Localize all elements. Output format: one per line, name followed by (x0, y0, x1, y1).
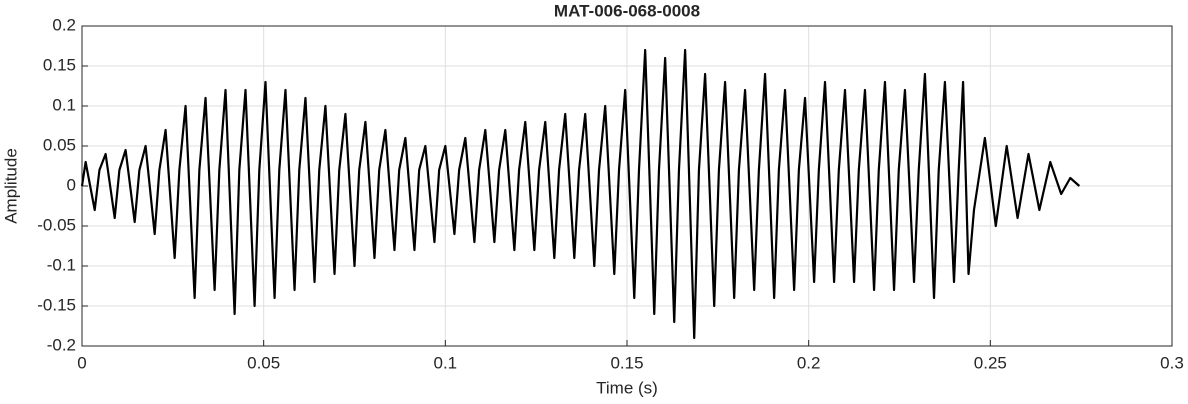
y-tick-label: -0.05 (37, 215, 76, 234)
x-tick-label: 0.15 (610, 353, 643, 372)
y-tick-label: 0 (67, 175, 76, 194)
x-axis-label: Time (s) (596, 378, 658, 397)
y-tick-label: 0.15 (43, 55, 76, 74)
x-tick-label: 0.2 (797, 353, 821, 372)
y-tick-label: 0.1 (52, 95, 76, 114)
waveform-line (80, 48, 1081, 340)
x-tick-label: 0.25 (974, 353, 1007, 372)
x-tick-label: 0.1 (434, 353, 458, 372)
chart-title: MAT-006-068-0008 (554, 1, 700, 20)
x-tick-label: 0.3 (1160, 353, 1184, 372)
y-tick-label: 0.2 (52, 15, 76, 34)
x-tick-label: 0.05 (247, 353, 280, 372)
x-tick-label: 0 (77, 353, 86, 372)
y-axis-label: Amplitude (1, 148, 20, 224)
y-tick-label: -0.1 (47, 255, 76, 274)
y-tick-label: -0.15 (37, 295, 76, 314)
y-tick-label: 0.05 (43, 135, 76, 154)
y-tick-label: -0.2 (47, 335, 76, 354)
